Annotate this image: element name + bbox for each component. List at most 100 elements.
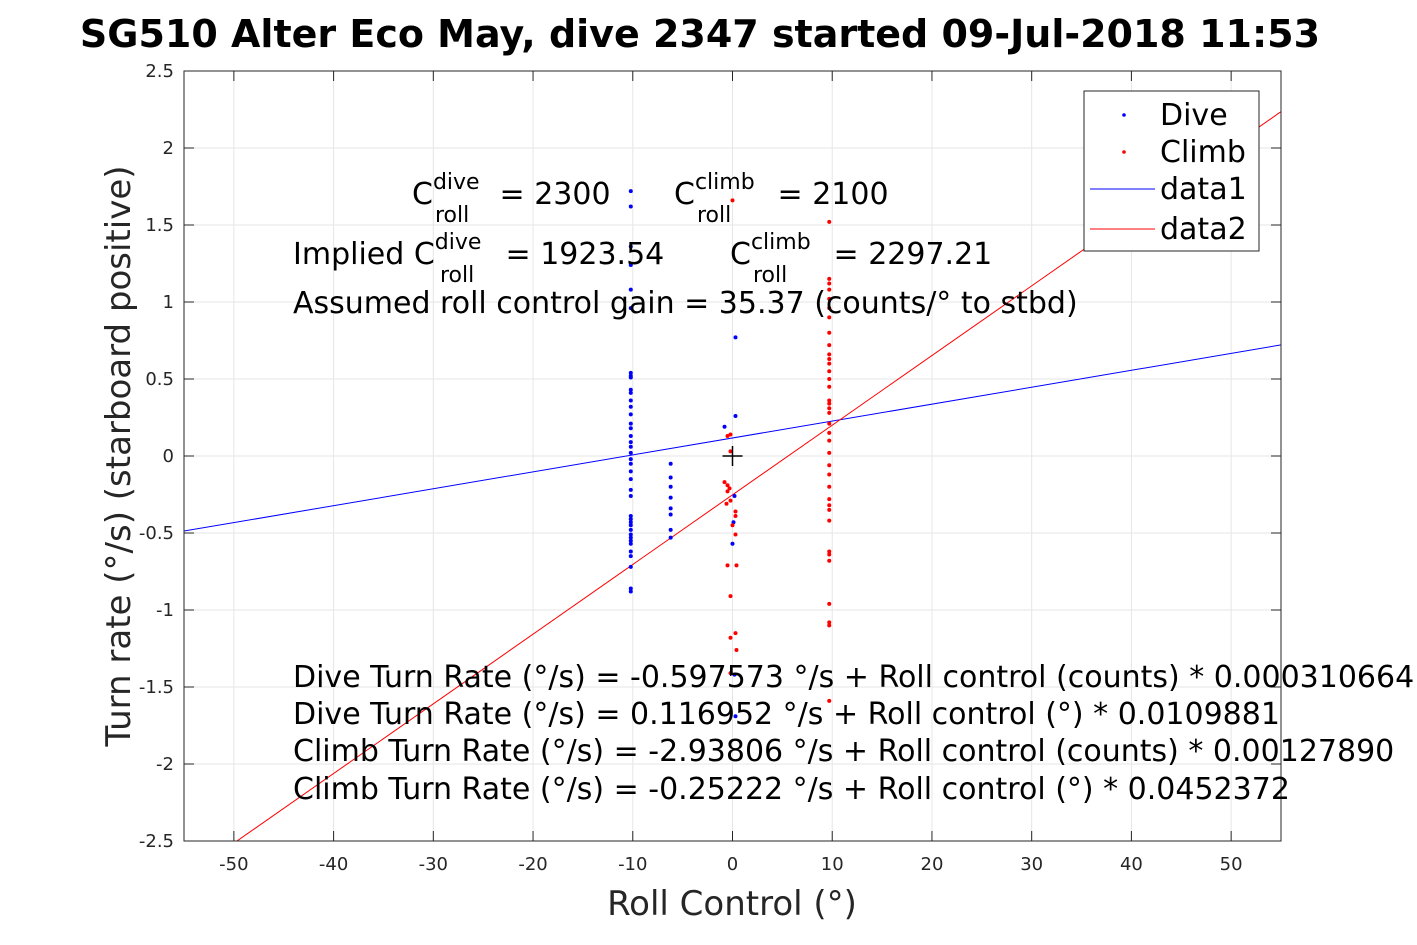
c-dive-value: = 2300 [490,177,611,212]
data-point-dive [628,494,633,499]
x-tick-label: 20 [921,854,944,875]
data-point-climb [724,501,729,506]
y-tick-label: -2.5 [139,831,174,852]
x-tick-label: -30 [419,854,448,875]
data-point-dive [628,554,633,559]
legend-label-data1: data1 [1160,172,1247,207]
data-point-dive [628,433,633,438]
y-tick-label: 2.5 [145,61,174,82]
data-point-dive [732,672,737,677]
y-tick-label: 1 [163,292,174,313]
data-point-climb [827,620,832,625]
scatter-points-layer [628,189,832,719]
x-tick-label: -50 [219,854,248,875]
equation-climb-counts: Climb Turn Rate (°/s) = -2.93806 °/s + R… [293,734,1394,769]
data-point-climb [827,484,832,489]
c-climb-sub: roll [697,203,731,228]
data-point-dive [628,461,633,466]
data-point-climb [827,384,832,389]
data-point-climb [827,369,832,374]
implied-climb-sup: climb [751,230,811,255]
data-point-climb [734,648,739,653]
data-point-dive [668,475,673,480]
data-point-dive [628,532,633,537]
data-point-dive [628,549,633,554]
data-point-dive [628,523,633,528]
data-point-climb [725,433,730,438]
data-point-dive [628,404,633,409]
data-point-dive [628,426,633,431]
c-climb-sup: climb [695,170,755,195]
data-point-climb [827,421,832,426]
c-dive-sup: dive [433,170,480,195]
x-tick-label: -10 [618,854,647,875]
data-point-climb [827,463,832,468]
legend: Dive Climb data1 data2 [1083,90,1260,252]
data-point-dive [628,535,633,540]
x-tick-label: 40 [1120,854,1143,875]
axis-ticks: -50 -40 -30 -20 -10 0 10 20 30 40 50-2.5-2-1.5-1-0… [139,61,1281,875]
data-point-dive [668,527,673,532]
implied-prefix: Implied C [293,237,435,272]
data-point-dive [628,541,633,546]
data-point-climb [827,438,832,443]
data-point-climb [827,507,832,512]
data-point-dive [628,421,633,426]
data-point-climb [728,498,733,503]
legend-label-dive: Dive [1160,98,1228,133]
legend-label-climb: Climb [1160,135,1246,170]
data-point-dive [628,477,633,482]
implied-dive-sup: dive [435,230,482,255]
data-point-climb [827,296,832,301]
data-point-climb [725,563,730,568]
data-point-dive [628,564,633,569]
data-point-climb [827,552,832,557]
data-point-climb [827,406,832,411]
data-point-climb [827,356,832,361]
series-line-data1 [184,344,1281,532]
equation-dive-degrees: Dive Turn Rate (°/s) = 0.116952 °/s + Ro… [293,697,1280,732]
data-point-climb [727,486,732,491]
data-point-dive [668,461,673,466]
data-point-dive [628,487,633,492]
data-point-climb [827,497,832,502]
x-tick-label: 50 [1220,854,1243,875]
data-point-dive [722,424,727,429]
data-point-dive [628,444,633,449]
data-point-climb [827,398,832,403]
c-climb-value: = 2100 [768,177,889,212]
data-point-dive [628,398,633,403]
data-point-climb [827,306,832,311]
data-point-climb [827,518,832,523]
data-point-climb [827,623,832,628]
data-point-dive [628,538,633,543]
data-point-climb [734,563,739,568]
data-point-climb [827,503,832,508]
y-tick-label: 0 [163,446,174,467]
y-axis-label: Turn rate (°/s) (starboard positive) [99,165,139,747]
y-tick-label: -2 [156,754,174,775]
c-roll-dive-annotation: Cdive roll = 2300 [412,170,611,228]
legend-label-data2: data2 [1160,212,1247,247]
y-tick-label: -0.5 [139,523,174,544]
data-point-dive [628,390,633,395]
c-dive-sub: roll [435,203,469,228]
data-point-dive [668,506,673,511]
data-point-climb [733,514,738,519]
data-point-dive [628,287,633,292]
data-point-dive [628,469,633,474]
implied-climb-value: = 2297.21 [824,237,992,272]
data-point-climb [827,450,832,455]
data-point-dive [628,204,633,209]
data-point-dive [668,535,673,540]
data-point-dive [668,484,673,489]
y-tick-label: 0.5 [145,369,174,390]
y-tick-label: -1.5 [139,677,174,698]
x-axis-label: Roll Control (°) [607,884,857,924]
data-point-climb [730,523,735,528]
data-point-dive [733,335,738,340]
x-tick-label: 10 [821,854,844,875]
data-point-dive [628,440,633,445]
data-point-climb [730,198,735,203]
data-point-climb [728,635,733,640]
